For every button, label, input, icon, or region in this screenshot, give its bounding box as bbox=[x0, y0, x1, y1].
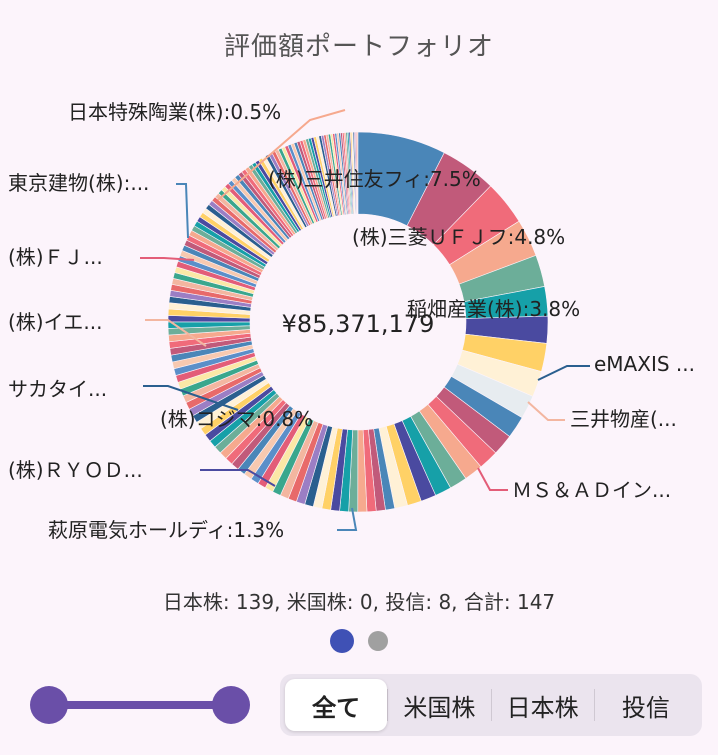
label-leader-line-11 bbox=[140, 257, 195, 261]
label-leader-line-10 bbox=[145, 319, 207, 347]
chart-title: 評価額ポートフォリオ bbox=[223, 32, 494, 62]
asset-type-segmented-control: 全て 米国株 日本株 投信 bbox=[280, 674, 702, 736]
segment-divider bbox=[593, 689, 595, 721]
slice-label-11: (株)ＦＪ... bbox=[8, 245, 103, 269]
label-leader-line-3 bbox=[537, 365, 590, 381]
slice-label-7: (株)コジマ:0.8% bbox=[160, 407, 313, 431]
page-indicator bbox=[0, 629, 718, 653]
donut-slice-139 bbox=[356, 131, 359, 215]
label-leader-line-5 bbox=[477, 467, 508, 491]
slice-label-12: 東京建物(株):... bbox=[8, 171, 149, 195]
segment-all[interactable]: 全て bbox=[285, 679, 388, 731]
segment-us-stocks[interactable]: 米国株 bbox=[403, 693, 476, 722]
label-leader-line-9 bbox=[143, 385, 239, 411]
slice-label-5: ＭＳ＆ＡＤイン... bbox=[512, 478, 671, 502]
holdings-summary: 日本株: 139, 米国株: 0, 投信: 8, 合計: 147 bbox=[162, 590, 556, 614]
slider-thumb-end[interactable] bbox=[212, 686, 250, 724]
slice-label-6: 萩原電気ホールディ:1.3% bbox=[48, 518, 284, 542]
slice-label-10: (株)イエ... bbox=[8, 310, 102, 334]
label-leader-line-4 bbox=[527, 401, 565, 421]
range-slider[interactable] bbox=[30, 686, 250, 726]
slice-label-2: 稲畑産業(株):3.8% bbox=[407, 297, 580, 321]
slider-thumb-start[interactable] bbox=[30, 686, 68, 724]
slice-label-8: (株)ＲＹＯＤ... bbox=[8, 458, 143, 482]
label-leader-line-12 bbox=[176, 183, 189, 239]
segment-funds[interactable]: 投信 bbox=[621, 693, 670, 722]
portfolio-donut-chart[interactable]: ¥85,371,179 (株)三井住友フィ:7.5% (株)三菱ＵＦＪフ:4.8% 稲… bbox=[0, 0, 718, 560]
label-leader-line-6 bbox=[337, 507, 358, 531]
label-leader-line-8 bbox=[200, 469, 276, 487]
slice-label-0: (株)三井住友フィ:7.5% bbox=[268, 167, 481, 191]
slice-label-4: 三井物産(... bbox=[570, 407, 677, 431]
slice-label-1: (株)三菱ＵＦＪフ:4.8% bbox=[352, 225, 565, 249]
page-dot-active[interactable] bbox=[330, 629, 354, 653]
slice-label-9: サカタイ... bbox=[8, 377, 107, 401]
slice-label-3: eMAXIS ... bbox=[594, 352, 695, 376]
segment-divider bbox=[490, 689, 492, 721]
slider-track bbox=[50, 701, 230, 709]
slice-label-13: 日本特殊陶業(株):0.5% bbox=[68, 100, 281, 124]
segment-divider bbox=[387, 689, 389, 721]
donut-center-total: ¥85,371,179 bbox=[282, 310, 435, 338]
label-leader-line-13 bbox=[217, 109, 346, 201]
segment-jp-stocks[interactable]: 日本株 bbox=[506, 693, 579, 722]
page-dot-inactive[interactable] bbox=[368, 631, 388, 651]
